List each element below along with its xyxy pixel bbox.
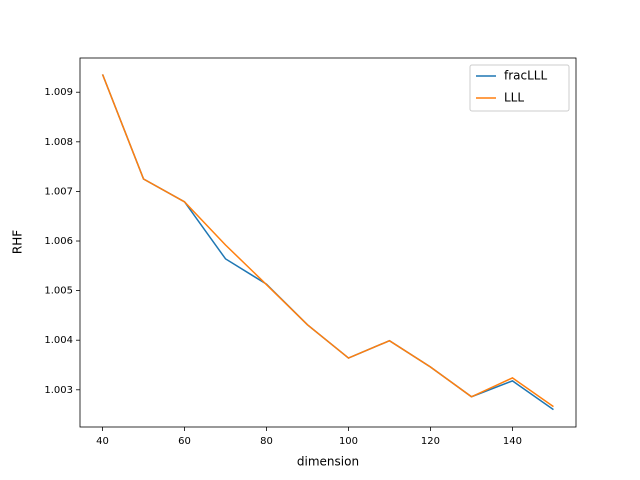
y-tick-label: 1.005 (44, 286, 73, 297)
x-tick-label: 60 (178, 436, 191, 447)
y-tick-label: 1.007 (44, 186, 73, 197)
y-tick-label: 1.006 (44, 236, 73, 247)
x-tick-label: 40 (96, 436, 109, 447)
y-axis-label: RHF (11, 230, 25, 254)
x-tick-label: 100 (339, 436, 358, 447)
axes-frame (79, 57, 577, 428)
legend-label: fracLLL (504, 69, 547, 83)
x-axis-label: dimension (297, 455, 359, 469)
y-tick-label: 1.009 (44, 87, 73, 98)
series-line (101, 74, 554, 408)
x-tick-label: 140 (503, 436, 522, 447)
y-tick-label: 1.003 (44, 385, 73, 396)
y-tick-label: 1.008 (44, 137, 73, 148)
legend-label: LLL (504, 91, 524, 105)
x-tick-label: 80 (260, 436, 273, 447)
series-line (101, 74, 554, 411)
y-tick-label: 1.004 (44, 335, 73, 346)
x-tick-label: 120 (421, 436, 440, 447)
